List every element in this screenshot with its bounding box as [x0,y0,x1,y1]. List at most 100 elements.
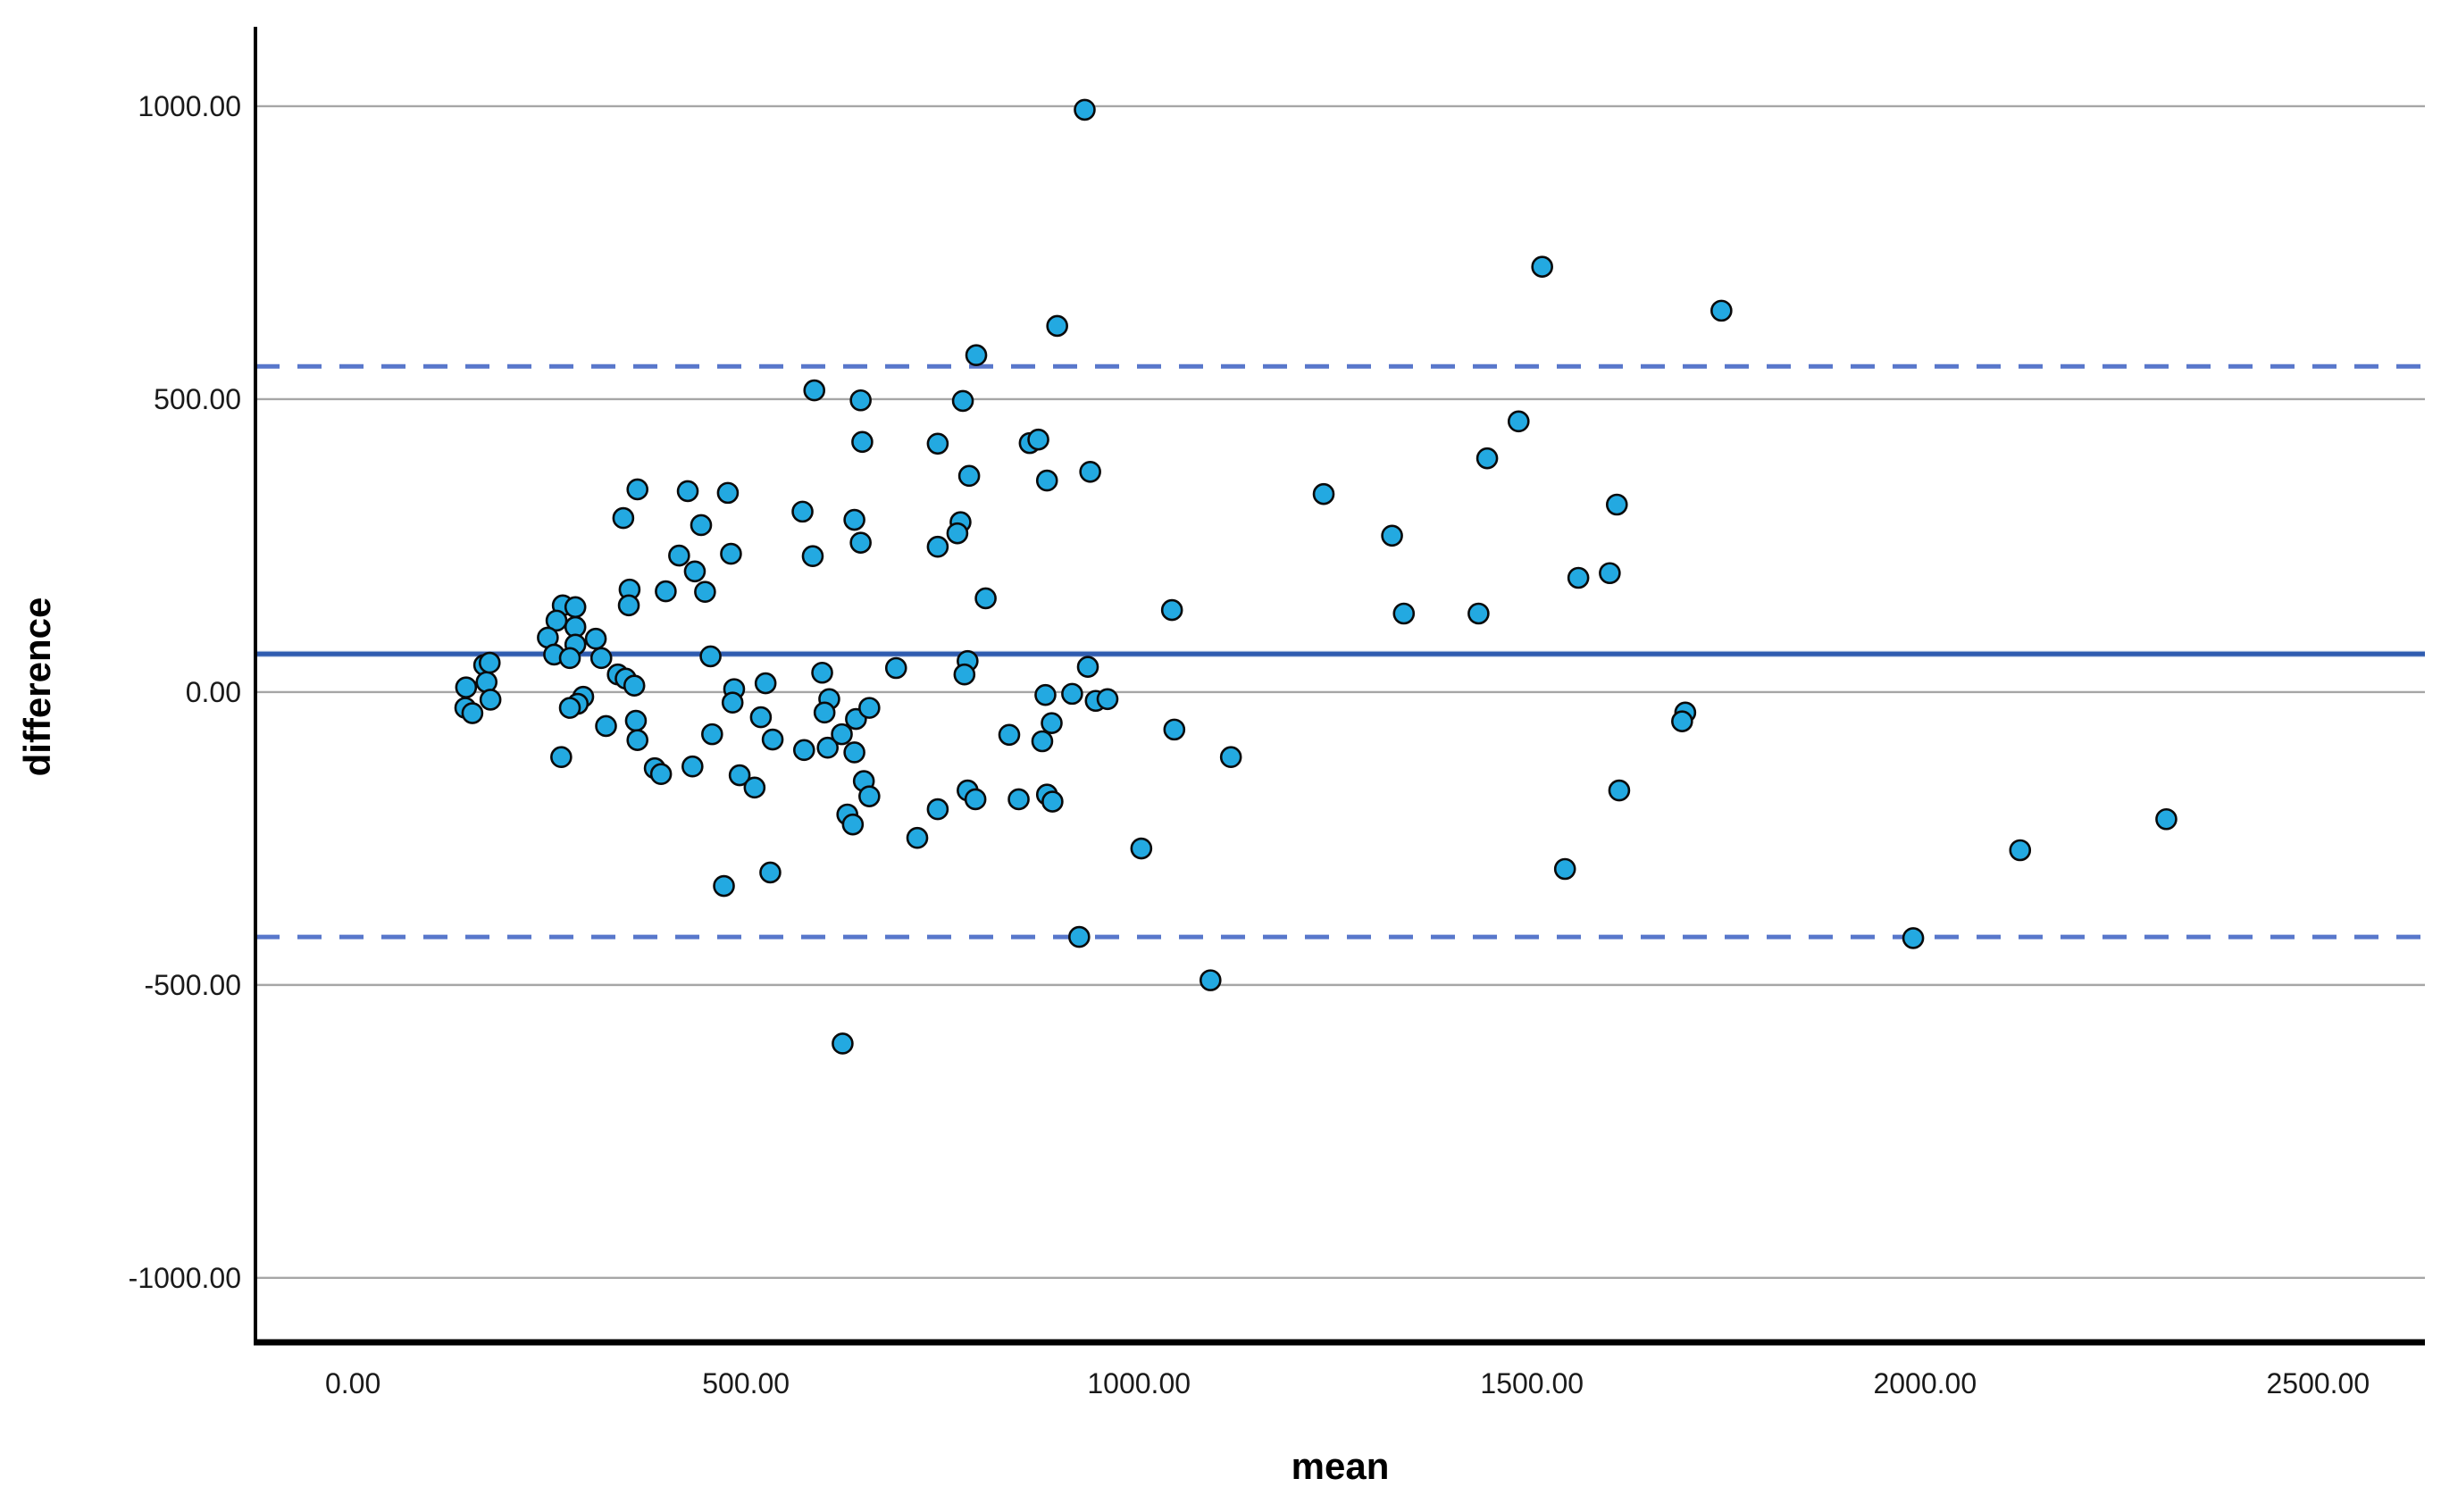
data-point [946,522,969,545]
x-tick-label: 1500.00 [1480,1367,1584,1399]
x-tick-label: 2500.00 [2266,1367,2370,1399]
data-point [626,478,649,501]
data-point [721,691,744,714]
data-point [728,764,751,787]
data-point [1567,566,1590,589]
data-point [1096,688,1119,711]
data-point [926,798,949,821]
data-point [626,729,649,751]
data-point [884,656,907,680]
y-tick-label: 1000.00 [138,90,241,122]
data-point [683,560,706,583]
data-point [1061,682,1083,706]
data-point [1163,718,1186,741]
data-point [545,609,568,632]
data-point [906,826,929,849]
y-tick-label: -1000.00 [129,1262,241,1294]
data-point [811,661,833,684]
data-point [832,1032,854,1055]
data-point [1007,788,1030,811]
data-point [851,430,874,454]
data-point [1130,837,1153,860]
data-point [623,674,646,697]
data-point [1507,410,1530,433]
x-axis-title: mean [1291,1445,1390,1487]
data-point [754,672,777,695]
data-point [589,647,613,670]
data-point [612,506,635,530]
data-point [1475,447,1499,470]
data-point [1035,469,1058,492]
data-point [681,755,704,778]
data-point [1467,602,1490,625]
data-point [649,763,673,786]
data-point [813,701,836,724]
data-point [965,344,988,367]
data-point [926,432,949,455]
data-point [584,627,607,650]
data-point [759,861,782,884]
data-point [558,697,581,719]
data-point [749,706,773,729]
data-point [1219,746,1242,769]
data-point [841,813,865,836]
data-point [1046,314,1068,338]
data-point [1392,602,1416,625]
data-point [1041,712,1063,734]
y-axis-title: difference [16,597,58,777]
data-point [716,481,740,505]
data-point [676,480,699,503]
data-point [1531,255,1553,278]
data-point [558,647,581,670]
data-point [720,542,742,565]
data-point [690,514,713,537]
y-tick-label: -500.00 [144,969,241,1001]
x-tick-label: 1000.00 [1087,1367,1191,1399]
data-point [1381,524,1403,547]
data-point [1599,562,1621,585]
data-point [479,689,502,711]
data-point [831,723,853,746]
data-point [801,545,824,568]
data-point [1605,493,1628,516]
x-tick-label: 0.00 [325,1367,380,1399]
data-point [926,535,949,558]
data-point [1079,460,1101,483]
data-point [1553,857,1576,881]
data-point [1199,969,1222,991]
data-point [953,663,976,686]
x-tick-label: 2000.00 [1873,1367,1977,1399]
data-point [699,645,722,668]
data-point [2155,807,2178,831]
data-point [791,500,814,523]
y-tick-label: 500.00 [154,383,241,415]
data-point [1902,927,1925,949]
data-point [792,739,815,762]
data-point [964,788,987,811]
y-tick-label: 0.00 [186,676,241,708]
data-point [475,671,498,694]
data-point [564,596,587,619]
data-point [761,728,784,751]
data-point [849,388,872,412]
data-point [858,785,881,807]
data-point [816,736,839,759]
data-point [1068,925,1091,948]
data-point [843,741,865,764]
data-point [713,874,735,898]
data-point [849,531,872,554]
data-point [2009,839,2032,862]
data-point [624,709,648,732]
data-point [1160,598,1183,622]
data-point [957,464,981,488]
data-point [951,389,974,413]
data-point [617,594,640,617]
data-point [1710,299,1733,322]
data-point [1031,730,1054,753]
data-point [1034,683,1057,706]
data-point [843,508,865,531]
data-point [858,697,881,719]
data-point [668,544,690,567]
